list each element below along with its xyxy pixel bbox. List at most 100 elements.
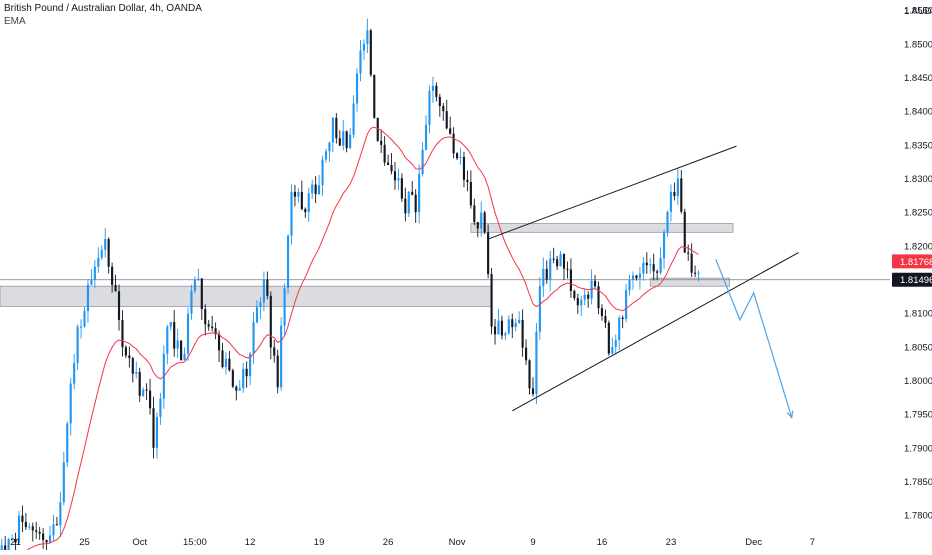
candle bbox=[514, 322, 517, 328]
candle bbox=[462, 156, 466, 180]
candle bbox=[573, 291, 576, 299]
candle bbox=[556, 259, 559, 267]
y-tick-label: 1.78000 bbox=[904, 511, 932, 522]
candle bbox=[245, 368, 248, 377]
candle bbox=[314, 184, 317, 195]
candle bbox=[687, 252, 690, 254]
candle bbox=[307, 193, 310, 213]
candle bbox=[618, 317, 621, 341]
x-tick-label: 15:00 bbox=[183, 537, 207, 548]
upper-resistance-zone bbox=[470, 223, 734, 233]
candle bbox=[469, 182, 472, 206]
candle bbox=[366, 30, 369, 44]
candle bbox=[90, 279, 93, 285]
candle bbox=[7, 539, 10, 555]
candle bbox=[311, 184, 314, 194]
candle bbox=[421, 149, 424, 175]
candle bbox=[690, 253, 693, 273]
candle bbox=[511, 319, 514, 328]
y-tick-label: 1.83000 bbox=[904, 174, 932, 185]
candle bbox=[17, 515, 21, 543]
ema-price-badge-bg bbox=[892, 254, 932, 269]
x-tick-label: 26 bbox=[383, 537, 394, 548]
candle bbox=[55, 524, 58, 526]
candle bbox=[614, 340, 617, 348]
candle bbox=[335, 117, 338, 139]
candle bbox=[559, 254, 562, 267]
candle bbox=[521, 319, 524, 348]
candle bbox=[121, 319, 124, 348]
drawings-layer bbox=[487, 145, 799, 419]
candle bbox=[214, 328, 217, 335]
candle bbox=[504, 333, 507, 336]
zones-layer bbox=[0, 223, 734, 307]
candle bbox=[262, 279, 265, 303]
candle bbox=[83, 311, 86, 327]
candle bbox=[235, 386, 238, 391]
candle bbox=[662, 232, 666, 259]
candle bbox=[697, 272, 700, 274]
x-tick-label: 7 bbox=[810, 537, 815, 548]
candle bbox=[656, 271, 659, 273]
x-tick-label: 12 bbox=[245, 537, 256, 548]
candle bbox=[249, 353, 252, 377]
candle bbox=[318, 185, 321, 195]
candle bbox=[331, 117, 334, 143]
candle bbox=[569, 269, 572, 292]
current-price-badge: 1.81496 bbox=[900, 275, 932, 286]
candle bbox=[359, 50, 362, 74]
candle bbox=[369, 30, 372, 75]
candle bbox=[659, 258, 662, 273]
current-price-badge-bg bbox=[892, 272, 932, 287]
candle bbox=[11, 539, 14, 541]
candle bbox=[100, 249, 103, 258]
candle bbox=[680, 178, 683, 212]
candle bbox=[283, 288, 286, 326]
candle bbox=[166, 326, 169, 354]
y-tick-label: 1.84000 bbox=[904, 107, 932, 118]
x-tick-label: 9 bbox=[530, 537, 535, 548]
candle bbox=[48, 535, 52, 543]
candle bbox=[135, 371, 138, 374]
candle bbox=[493, 326, 497, 335]
candle bbox=[152, 408, 155, 448]
candle bbox=[142, 389, 145, 396]
currency-label: 1 AUD bbox=[904, 6, 932, 17]
candle bbox=[231, 370, 234, 387]
candle bbox=[404, 198, 407, 214]
candle bbox=[411, 191, 414, 195]
candle bbox=[607, 322, 610, 354]
candle bbox=[300, 192, 303, 209]
candle bbox=[566, 268, 569, 270]
candle bbox=[190, 290, 193, 314]
candle bbox=[207, 324, 210, 327]
candle bbox=[552, 258, 555, 260]
x-tick-label: Dec bbox=[745, 537, 762, 548]
x-tick-label: Nov bbox=[449, 537, 466, 548]
y-tick-label: 1.79500 bbox=[904, 410, 932, 421]
candle bbox=[76, 326, 79, 364]
candle bbox=[145, 389, 148, 391]
candle bbox=[293, 191, 297, 197]
candle bbox=[435, 85, 438, 97]
candle bbox=[269, 295, 272, 348]
candle bbox=[676, 178, 679, 197]
candle bbox=[28, 526, 31, 528]
candle bbox=[324, 151, 328, 160]
channel-lower-line bbox=[512, 252, 799, 412]
candle bbox=[97, 257, 100, 267]
candle bbox=[424, 124, 428, 150]
candle bbox=[442, 105, 445, 112]
candle bbox=[452, 133, 455, 154]
candle bbox=[428, 90, 431, 125]
candle bbox=[62, 462, 65, 503]
candle bbox=[694, 272, 697, 274]
candle bbox=[645, 262, 648, 266]
candle bbox=[148, 390, 152, 409]
candle bbox=[114, 284, 117, 292]
candle bbox=[487, 232, 490, 275]
y-tick-label: 1.83500 bbox=[904, 140, 932, 151]
candle bbox=[642, 262, 645, 274]
